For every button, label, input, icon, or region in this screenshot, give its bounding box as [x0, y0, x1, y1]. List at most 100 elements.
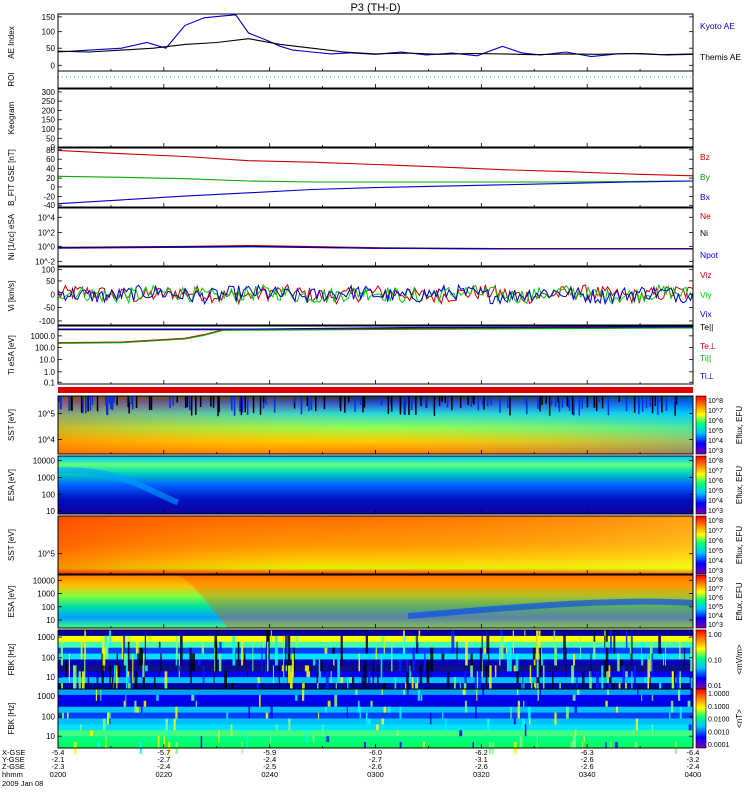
time-tick-1-3: 0220	[155, 770, 172, 779]
colorbar-label-fbk_b: <nT>	[735, 709, 744, 728]
ytick-bfield-3: 20	[46, 174, 55, 183]
legend-bfield-2: Bx	[700, 192, 711, 202]
legend-density-2: Npot	[700, 250, 719, 260]
ylabel-esa_i: ESA [eV]	[7, 585, 16, 617]
ylabel-sst_e: SST [eV]	[7, 409, 16, 441]
ytick-temperature-3: 1.0	[44, 368, 56, 377]
ytick-bfield-1: 60	[46, 155, 55, 164]
ephemeris-label-3: hhmm	[2, 770, 23, 779]
time-tick-3-3: 0300	[367, 770, 384, 779]
legend-temperature-3: Ti⊥	[700, 371, 714, 381]
time-tick-1-0: -5.7	[157, 748, 170, 757]
time-tick-6-0: -6.4	[687, 748, 700, 757]
colorbar-fbk_b	[695, 688, 707, 749]
ytick-keogram-2: 200	[42, 106, 56, 115]
panel-velocity: Viz Viy Vix 100 50 0 -50 -100 Vi [km/s]	[7, 265, 712, 326]
time-tick-2-2: -2.5	[263, 762, 276, 771]
panel-ae: Kyoto AE Themis AE 150 100 50 0 AE Index	[7, 13, 741, 72]
colorbar-tick-fbk_e-1: 0.10	[708, 658, 722, 665]
series-bfield-2	[57, 180, 694, 205]
colorbar-label-sst_e: Eflux, EFU	[735, 406, 744, 444]
ytick-velocity-0: 100	[42, 265, 56, 274]
ytick-fbk_b-1: 100	[42, 713, 56, 722]
colorbar-tick-sst_i-4: 10^4	[708, 558, 723, 565]
ytick-fbk_e-1: 100	[42, 654, 56, 663]
ytick-sst_i-0: 10^5	[38, 550, 56, 559]
series-velocity-1	[57, 283, 694, 305]
ylabel-roi: ROI	[7, 72, 16, 86]
ytick-ae-2: 50	[46, 44, 55, 53]
legend-density-1: Ni	[700, 228, 708, 238]
time-tick-1-1: -2.7	[157, 755, 170, 764]
panel-esa_i: 10^8 10^7 10^6 10^5 10^4 10^3 Eflux, EFU 10000 1…	[7, 574, 744, 629]
time-tick-0-0: -5.4	[52, 748, 65, 757]
series-temperature-2	[57, 327, 694, 344]
ylabel-fbk_b: FBK [Hz]	[7, 702, 16, 734]
spectrogram-esa_e	[58, 456, 693, 514]
panel-esa_e: 10^8 10^7 10^6 10^5 10^4 10^3 Eflux, EFU 10000 1…	[7, 455, 744, 516]
ylabel-ae: AE Index	[7, 26, 16, 58]
colorbar-tick-esa_i-4: 10^4	[708, 613, 723, 620]
colorbar-tick-sst_i-5: 10^3	[708, 568, 723, 575]
colorbar-tick-sst_e-4: 10^4	[708, 438, 723, 445]
time-tick-4-3: 0320	[473, 770, 490, 779]
colorbar-sst_e	[695, 395, 707, 455]
colorbar-label-esa_e: Eflux, EFU	[735, 466, 744, 504]
legend-ae-0: Kyoto AE	[700, 21, 735, 31]
ytick-density-3: 10^-2	[35, 257, 55, 266]
panel-roi: ROI	[7, 70, 694, 89]
time-tick-6-2: -2.4	[687, 762, 700, 771]
ytick-sst_e-1: 10^4	[38, 436, 56, 445]
ytick-esa_i-1: 1000	[37, 590, 55, 599]
legend-velocity-1: Viy	[700, 290, 712, 300]
colorbar-tick-esa_e-4: 10^4	[708, 498, 723, 505]
ylabel-velocity: Vi [km/s]	[7, 281, 16, 312]
time-tick-3-0: -6.0	[369, 748, 382, 757]
ytick-temperature-1: 100.0	[35, 343, 56, 352]
series-density-2	[57, 246, 693, 250]
colorbar-tick-esa_e-0: 10^8	[708, 458, 723, 465]
ephemeris-label-4: 2009 Jan 08	[2, 779, 43, 788]
time-tick-2-0: -5.9	[263, 748, 276, 757]
colorbar-tick-sst_i-3: 10^5	[708, 548, 723, 555]
time-tick-3-1: -2.7	[369, 755, 382, 764]
panel-density: Ne Ni Npot 10^4 10^2 10^0 10^-2 Ni [1/cc] eSA	[7, 207, 719, 267]
time-tick-0-3: 0200	[50, 770, 67, 779]
time-tick-0-1: -2.1	[52, 755, 65, 764]
panel-fbk_e: 1.00 0.10 0.01 <mV/m> 1000 100 10 FBK [Hz]	[7, 629, 744, 713]
legend-temperature-1: Te⊥	[700, 341, 716, 351]
series-temperature-3	[58, 326, 694, 330]
ephemeris-label-2: Z-GSE	[2, 762, 25, 771]
colorbar-tick-fbk_b-0: 1.0000	[708, 691, 730, 698]
colorbar-esa_e	[695, 455, 707, 515]
legend-ae-1: Themis AE	[700, 52, 741, 62]
frame-temperature	[57, 325, 694, 385]
colorbar-tick-sst_i-2: 10^6	[708, 538, 723, 545]
ytick-velocity-2: 0	[51, 290, 56, 299]
ytick-esa_i-2: 100	[42, 603, 56, 612]
time-tick-5-1: -2.6	[581, 755, 594, 764]
ephemeris-label-1: Y-GSE	[2, 755, 25, 764]
ylabel-esa_e: ESA [eV]	[7, 469, 16, 501]
colorbar-tick-sst_e-1: 10^7	[708, 408, 723, 415]
ytick-velocity-3: -50	[43, 304, 55, 313]
ylabel-bfield: B_FIT GSE [nT]	[7, 149, 16, 206]
series-velocity-2	[57, 283, 694, 306]
colorbar-fbk_e	[695, 629, 707, 690]
colorbar-tick-sst_i-1: 10^7	[708, 528, 723, 535]
colorbar-esa_i	[695, 574, 707, 629]
ytick-ae-0: 150	[42, 13, 56, 22]
colorbar-tick-fbk_b-2: 0.0100	[708, 717, 730, 724]
legend-bfield-0: Bz	[700, 152, 710, 162]
legend-temperature-2: Ti||	[700, 353, 711, 363]
time-tick-5-3: 0340	[579, 770, 596, 779]
colorbar-tick-fbk_e-0: 1.00	[708, 632, 722, 639]
ytick-bfield-2: 40	[46, 165, 55, 174]
ytick-keogram-1: 250	[42, 97, 56, 106]
flag-bar	[58, 387, 693, 393]
time-tick-4-0: -6.2	[475, 748, 488, 757]
colorbar-label-fbk_e: <mV/m>	[735, 644, 744, 675]
colorbar-tick-esa_i-1: 10^7	[708, 586, 723, 593]
ytick-keogram-3: 150	[42, 116, 56, 125]
